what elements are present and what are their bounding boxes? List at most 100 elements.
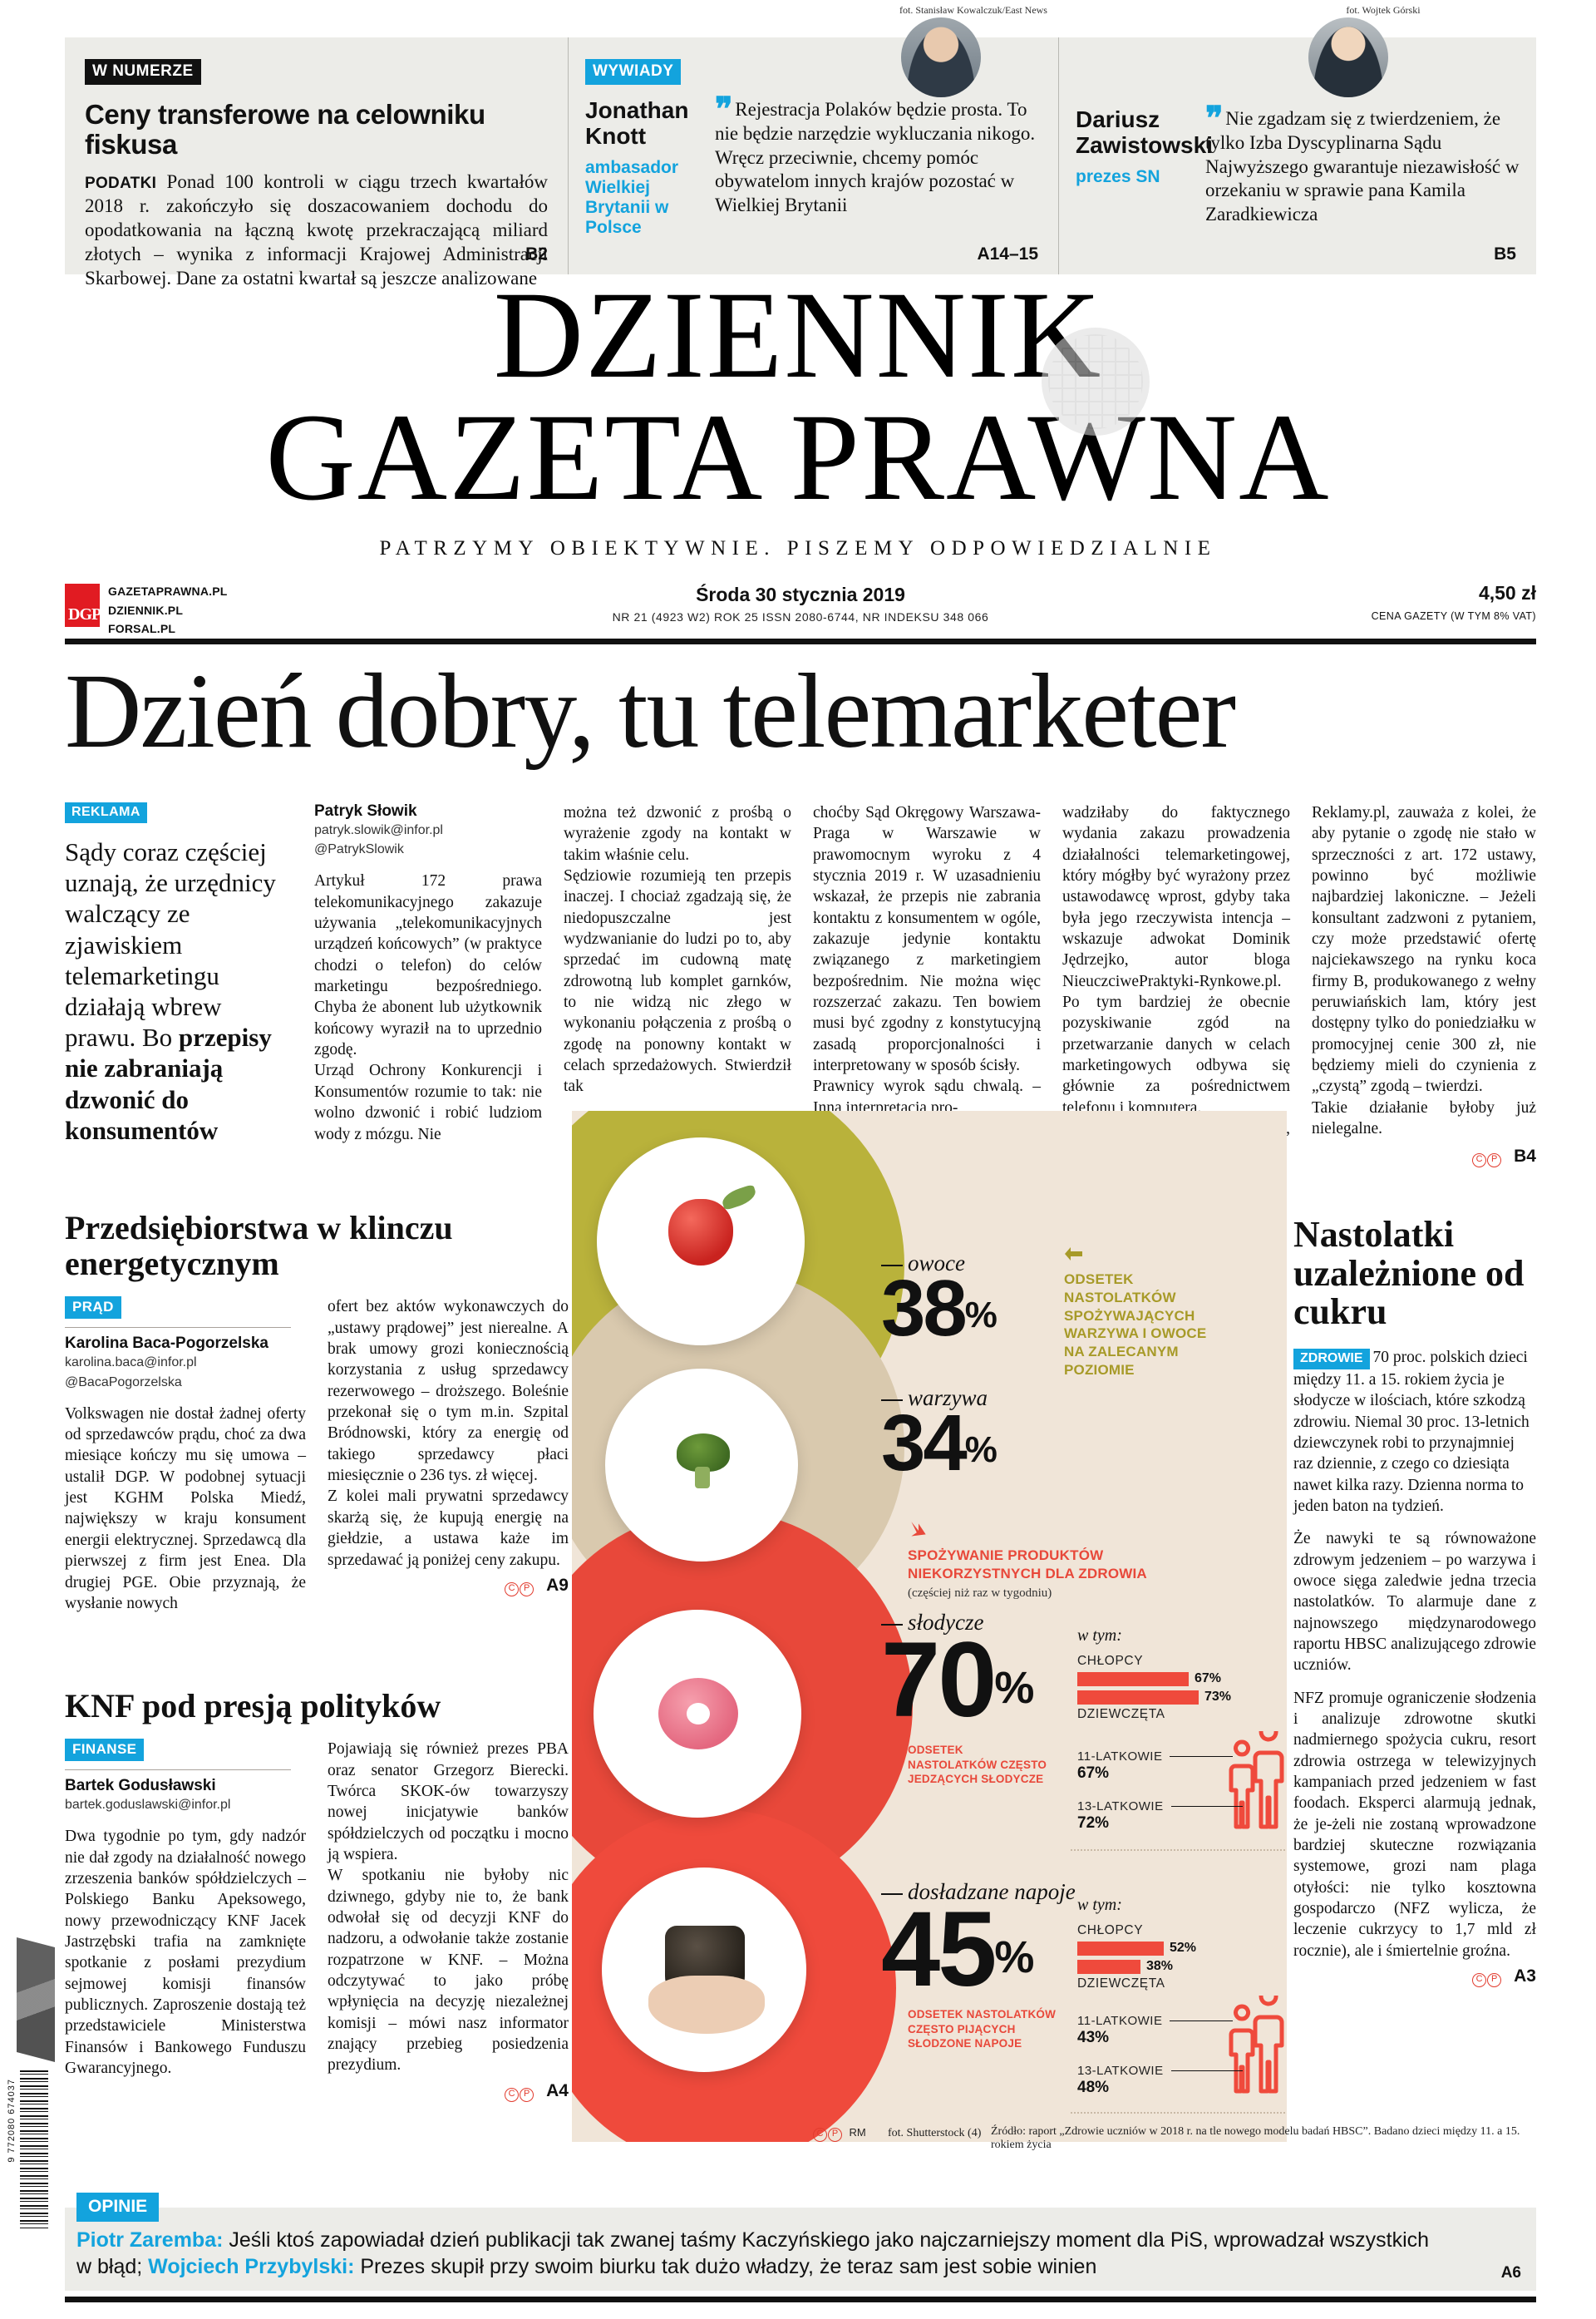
quote-mark-icon: ❞ (715, 91, 732, 128)
opinie-page-ref[interactable]: A6 (1500, 2264, 1521, 2282)
leader-dash (881, 1399, 903, 1401)
lead-column-2: można też dzwonić z prośbą o wyrażenie z… (564, 802, 813, 1167)
bar-sweets-boys-value: 67% (1195, 1671, 1222, 1685)
stat-drinks-value: 45 (881, 1890, 997, 2009)
lead-column-3: choćby Sąd Okręgowy Warszawa-Praga w War… (813, 802, 1062, 1167)
plate-donut (594, 1610, 801, 1818)
stat-drinks-pct: % (994, 1932, 1034, 1982)
globe-icon (1042, 328, 1150, 436)
opinie-bar: OPINIE Piotr Zaremba: Jeśli ktoś zapowia… (65, 2193, 1536, 2291)
article-energy-col-2: ofert bez aktów wykonawczych do „ustawy … (328, 1296, 569, 1596)
stat-fruit: owoce 38 % (881, 1251, 998, 1349)
caption-vegetables-fruit: ODSETEK NASTOLATKÓW SPOŻYWAJĄCYCH WARZYW… (1064, 1271, 1207, 1378)
lead-page-ref[interactable]: B4 (1514, 1146, 1536, 1166)
article-knf-title[interactable]: KNF pod presją polityków (65, 1687, 441, 1724)
arrow-left-icon (1064, 1244, 1084, 1264)
lead-body-3: choćby Sąd Okręgowy Warszawa-Praga w War… (813, 804, 1041, 1117)
dotted-divider (1071, 2112, 1287, 2114)
leader-line (1170, 1756, 1234, 1757)
bar-drinks-boys (1077, 1941, 1164, 1956)
url-forsal[interactable]: FORSAL.PL (108, 622, 176, 636)
w-numerze-headline[interactable]: Ceny transferowe na celowniku fiskusa (85, 99, 485, 160)
article-knf-col-2: Pojawiają się również prezes PBA oraz se… (328, 1739, 569, 2102)
leader-line (1170, 2020, 1234, 2021)
interview-zawistowski-page-ref[interactable]: B5 (1494, 244, 1516, 264)
article-energy-mail[interactable]: karolina.baca@infor.pl (65, 1355, 197, 1370)
opinie-tag: OPINIE (76, 2193, 160, 2222)
lead-byline-mail[interactable]: patryk.slowik@infor.pl (314, 823, 443, 837)
opinie-author-2[interactable]: Wojciech Przybylski: (148, 2254, 355, 2278)
caption-unhealthy-note: (częściej niż raz w tygodniu) (908, 1586, 1052, 1600)
main-headline[interactable]: Dzień dobry, tu telemarketer (65, 652, 1236, 770)
article-sugar[interactable]: Nastolatki uzależnione od cukru ZDROWIE … (1293, 1214, 1536, 1988)
chart-drinks-gender: w tym: CHŁOPCY 52% 38% DZIEWCZĘTA (1077, 1896, 1277, 1991)
chart-sweets-wtym: w tym: (1077, 1626, 1122, 1645)
lead-column-1: Patryk Słowik patryk.slowik@infor.pl @Pa… (314, 802, 564, 1167)
avatar-jonathan-knott (901, 17, 981, 97)
stat-veg-pct: % (964, 1429, 998, 1470)
chart-drinks-boys-label: CHŁOPCY (1077, 1923, 1144, 1937)
infographic-source: Źródło: raport „Zdrowie uczniów w 2018 r… (991, 2125, 1520, 2151)
dgp-websites[interactable]: GAZETAPRAWNA.PL DZIENNIK.PL FORSAL.PL (108, 582, 228, 639)
interview-knott-page-ref[interactable]: A14–15 (977, 244, 1038, 264)
chart-drinks-girls-row: 38% (1077, 1959, 1277, 1974)
teaser-interview-knott[interactable]: WYWIADY fot. Stanisław Kowalczuk/East Ne… (568, 4, 1058, 274)
opinie-text: Piotr Zaremba: Jeśli ktoś zapowiadał dzi… (76, 2228, 1448, 2280)
stat-drinks-label-text: dosładzane napoje (908, 1879, 1076, 1904)
interviewee-name-zawistowski[interactable]: Dariusz Zawistowski (1076, 106, 1213, 158)
article-knf-page-ref[interactable]: A4 (546, 2080, 569, 2100)
article-energy-handle[interactable]: @BacaPogorzelska (65, 1374, 182, 1389)
article-energy-body-1: Volkswagen nie dostał żadnej oferty od s… (65, 1404, 306, 1612)
lead-byline-handle[interactable]: @PatrykSlowik (314, 842, 404, 857)
chart-sweets-girls-label: DZIEWCZĘTA (1077, 1707, 1165, 1721)
plate-broccoli (605, 1369, 798, 1562)
article-knf-mail[interactable]: bartek.goduslawski@infor.pl (65, 1798, 231, 1813)
article-knf-author[interactable]: Bartek Godusławski (65, 1777, 216, 1795)
chart-drinks-girls-label: DZIEWCZĘTA (1077, 1976, 1165, 1991)
masthead-line-1: DZIENNIK (493, 266, 1103, 404)
article-energy-page-ref[interactable]: A9 (546, 1575, 569, 1595)
teaser-w-numerze[interactable]: W NUMERZE Ceny transferowe na celowniku … (65, 37, 568, 289)
stat-fruit-label: owoce (881, 1251, 997, 1276)
chart-drinks-wtym: w tym: (1077, 1896, 1122, 1914)
infographic-panel: owoce 38 % ODSETEK NASTOLATKÓW SPOŻYWAJĄ… (572, 1111, 1287, 2142)
dgp-logo-text: DGP (68, 605, 101, 624)
article-knf[interactable]: KNF pod presją polityków FINANSE Bartek … (65, 1688, 569, 2102)
top-teaser-bar: W NUMERZE Ceny transferowe na celowniku … (65, 4, 1536, 289)
teaser-interview-zawistowski[interactable]: fot. Wojtek Górski Dariusz Zawistowski p… (1058, 4, 1536, 274)
lead-intro-column: REKLAMA Sądy coraz częściej uznają, że u… (65, 802, 314, 1167)
article-sugar-page-ref[interactable]: A3 (1514, 1966, 1536, 1986)
age-sweets-11-label: 11-LATKOWIE (1077, 1749, 1163, 1764)
lead-standfirst: Sądy coraz częściej uznają, że urzędnicy… (65, 836, 293, 1146)
interviewee-role-knott: ambasador Wielkiej Brytanii w Polsce (585, 157, 679, 238)
footer-rule (65, 2297, 1536, 2302)
article-energy[interactable]: Przedsiębiorstwa w klinczu energetycznym… (65, 1210, 569, 1614)
interviewee-name-knott[interactable]: Jonathan Knott (585, 97, 689, 149)
w-numerze-text: Ponad 100 kontroli w ciągu trzech kwarta… (85, 171, 548, 289)
infographic-photo-strip (572, 1111, 913, 2142)
opinie-author-1[interactable]: Piotr Zaremba: (76, 2228, 224, 2252)
lead-byline-name[interactable]: Patryk Słowik (314, 802, 417, 820)
bar-sweets-girls (1077, 1690, 1199, 1705)
stat-sweets-value: 70 (881, 1621, 997, 1739)
article-sugar-title[interactable]: Nastolatki uzależnione od cukru (1293, 1214, 1525, 1333)
url-dziennik[interactable]: DZIENNIK.PL (108, 603, 184, 617)
lead-body-2: można też dzwonić z prośbą o wyrażenie z… (564, 804, 791, 1096)
avatar-dariusz-zawistowski (1308, 17, 1388, 97)
w-numerze-kicker: PODATKI (85, 175, 157, 193)
url-gazetaprawna[interactable]: GAZETAPRAWNA.PL (108, 585, 228, 598)
article-energy-author[interactable]: Karolina Baca-Pogorzelska (65, 1335, 268, 1353)
stat-sweets-pct: % (994, 1663, 1034, 1713)
masthead[interactable]: DZIENNIK GAZETA PRAWNA PATRZYMY OBIEKTYW… (0, 266, 1596, 560)
opinie-text-2: Prezes skupił przy swoim biurku tak dużo… (354, 2254, 1097, 2278)
chart-sweets-gender: w tym: CHŁOPCY 67% 73% DZIEWCZĘTA (1077, 1626, 1277, 1722)
dgp-logo[interactable]: DGP (65, 584, 101, 627)
article-energy-title[interactable]: Przedsiębiorstwa w klinczu energetycznym (65, 1209, 453, 1283)
stat-sweets-label: słodycze (881, 1610, 1033, 1636)
interviewee-role-zawistowski: prezes SN (1076, 166, 1160, 186)
age-sweets-11-value: 67% (1077, 1764, 1110, 1782)
caption-drinks: ODSETEK NASTOLATKÓW CZĘSTO PIJĄCYCH SŁOD… (908, 2008, 1057, 2050)
w-numerze-page-ref[interactable]: B2 (525, 244, 548, 264)
